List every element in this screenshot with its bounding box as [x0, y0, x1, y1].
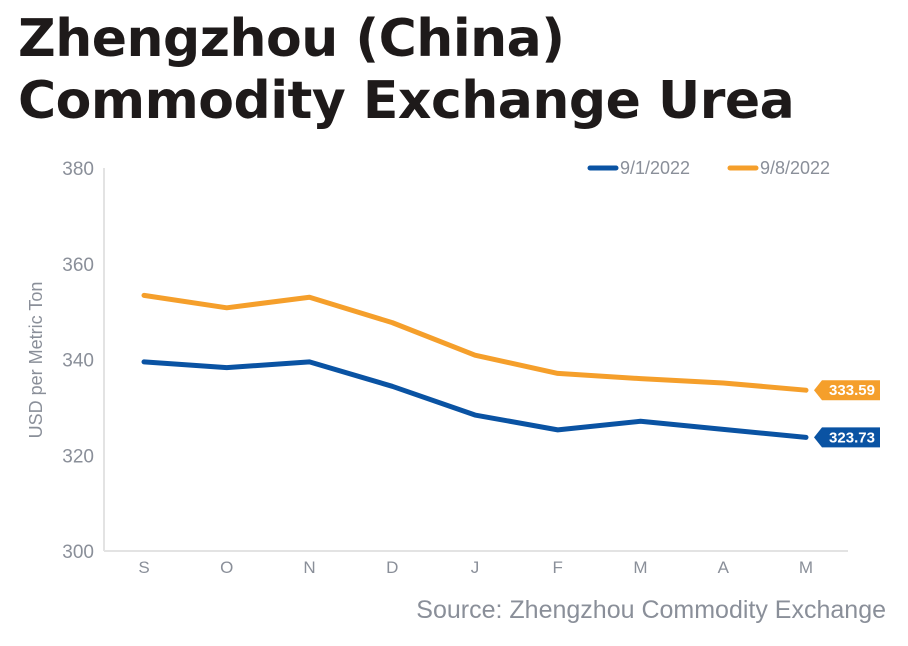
series-line-9/1/2022: [141, 359, 809, 440]
end-label-tag: [814, 427, 880, 448]
x-tick-label: N: [303, 558, 315, 577]
x-tick-label: M: [633, 558, 647, 577]
y-tick-label: 360: [62, 255, 94, 276]
end-value-label: 333.59: [829, 382, 875, 399]
source-note: Source: Zhengzhou Commodity Exchange: [416, 596, 886, 624]
legend-label: 9/1/2022: [620, 158, 690, 178]
legend-label: 9/8/2022: [760, 158, 830, 178]
series-line-9/8/2022: [141, 292, 809, 393]
legend: 9/1/2022 9/8/2022: [587, 158, 830, 178]
x-tick-label: F: [553, 558, 563, 577]
x-tick-label: A: [718, 558, 730, 577]
x-tick-label: O: [220, 558, 233, 577]
x-tick-label: J: [471, 558, 480, 577]
y-tick-label: 320: [62, 446, 94, 467]
chart-title: Zhengzhou (China) Commodity Exchange Ure…: [18, 9, 795, 131]
x-tick-label: D: [386, 558, 398, 577]
y-tick-label: 300: [62, 542, 94, 563]
x-tick-label: S: [138, 558, 149, 577]
end-label-tag: [814, 380, 880, 401]
y-axis-label: USD per Metric Ton: [26, 282, 46, 439]
end-value-label: 323.73: [829, 429, 875, 446]
x-tick-label: M: [799, 558, 813, 577]
y-tick-label: 340: [62, 351, 94, 372]
y-tick-label: 380: [62, 159, 94, 180]
y-axis-ticks: 300 320 340 360 380: [62, 159, 94, 563]
